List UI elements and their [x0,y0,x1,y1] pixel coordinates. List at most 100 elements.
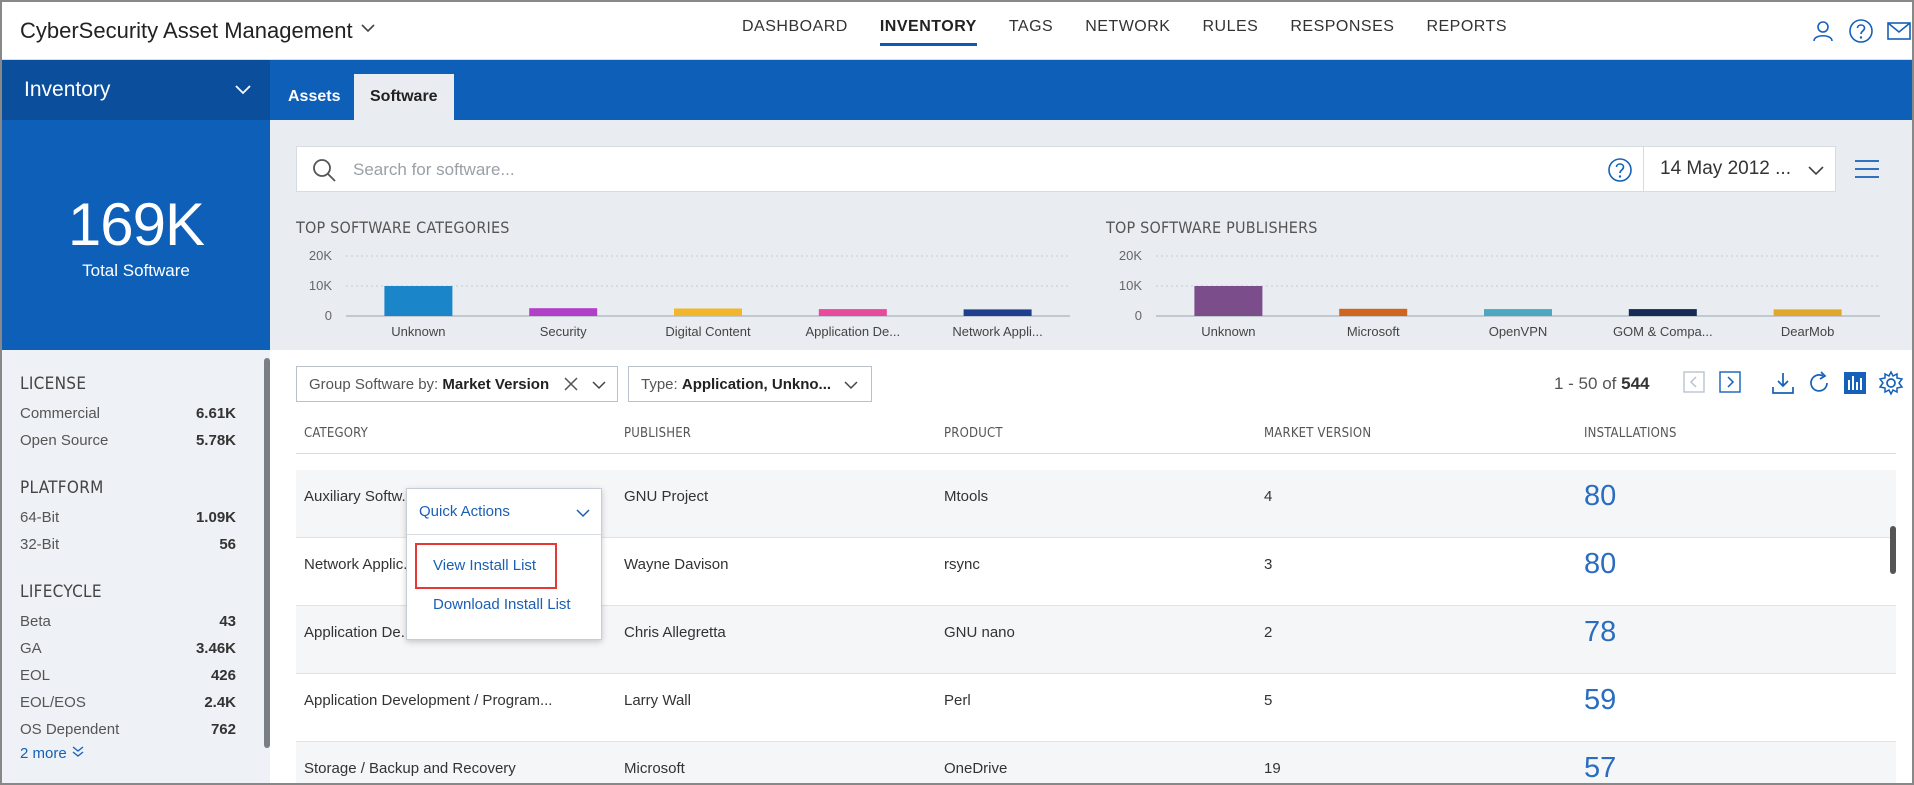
filter-label: 32-Bit [20,536,60,553]
cell-version: 4 [1264,488,1273,505]
nav-rules[interactable]: RULES [1202,18,1259,35]
cell-publisher: GNU Project [624,488,709,505]
filter-count: 5.78K [195,432,236,449]
nav-network[interactable]: NETWORK [1085,18,1171,35]
filter-row-commercial[interactable]: Commercial 6.61K [20,400,236,427]
page-range: 1 - 50 of [1554,374,1617,393]
nav-dashboard[interactable]: DASHBOARD [742,18,848,35]
cell-category: Application De... [304,624,414,641]
bar [1484,309,1552,316]
date-select[interactable]: 14 May 2012 ... [1643,147,1835,191]
type-filter-select[interactable]: Type: Application, Unkno... [628,366,872,402]
filter-label: EOL/EOS [20,694,86,711]
search-input[interactable]: Search for software... [353,160,515,179]
cell-installations[interactable]: 80 [1584,548,1617,580]
next-page-icon[interactable] [1718,370,1744,396]
close-icon[interactable] [563,376,579,392]
cell-product: rsync [944,556,980,573]
chevron-down-icon [592,381,606,390]
x-tick-label: Unknown [391,324,445,339]
cell-publisher: Wayne Davison [624,556,729,573]
top-icons [1810,18,1912,44]
filter-row-64bit[interactable]: 64-Bit 1.09K [20,504,236,531]
cell-version: 2 [1264,624,1273,641]
x-tick-label: Microsoft [1347,324,1400,339]
tab-software[interactable]: Software [354,74,454,120]
col-category[interactable]: CATEGORY [304,426,368,441]
cell-product: GNU nano [944,624,1015,641]
top-bar: CyberSecurity Asset Management DASHBOARD… [2,2,1912,60]
chart-view-icon[interactable] [1842,370,1868,396]
chevron-down-icon [844,381,858,390]
nav-reports[interactable]: REPORTS [1426,18,1507,35]
user-icon[interactable] [1810,18,1836,44]
col-market-version[interactable]: MARKET VERSION [1264,426,1372,441]
cell-installations[interactable]: 78 [1584,616,1617,648]
mail-icon[interactable] [1886,18,1912,44]
col-publisher[interactable]: PUBLISHER [624,426,692,441]
sub-header: Inventory Assets Software [2,60,1912,120]
y-tick-label: 10K [1119,278,1142,293]
filter-row-beta[interactable]: Beta 43 [20,608,236,635]
quick-actions-select[interactable]: Quick Actions [407,489,601,535]
cell-product: Perl [944,692,971,709]
cell-version: 3 [1264,556,1273,573]
type-value: Application, Unkno... [681,376,832,393]
cell-installations[interactable]: 59 [1584,684,1617,716]
type-prefix: Type: [641,376,678,393]
bar [1773,309,1842,316]
refresh-icon[interactable] [1806,370,1832,396]
table-row[interactable]: Application Development / Program... Lar… [296,674,1896,742]
col-installations[interactable]: INSTALLATIONS [1584,426,1677,441]
quick-actions-popup: Quick Actions View Install List Download… [406,488,602,640]
nav-tags[interactable]: TAGS [1008,18,1054,35]
y-tick-label: 0 [1135,308,1142,323]
module-select[interactable]: Inventory [2,60,270,120]
software-table: CATEGORY PUBLISHER PRODUCT MARKET VERSIO… [296,414,1896,783]
prev-page-icon[interactable] [1682,370,1708,396]
view-install-list-option[interactable]: View Install List [433,557,537,574]
group-by-select[interactable]: Group Software by: Market Version [296,366,618,402]
chart-title-categories: TOP SOFTWARE CATEGORIES [296,218,510,237]
table-row[interactable]: Network Applic... Wayne Davison rsync 3 … [296,538,1896,606]
cell-installations[interactable]: 80 [1584,480,1617,512]
cell-category: Network Applic... [304,556,416,573]
filter-scrollbar[interactable] [264,358,270,748]
download-icon[interactable] [1770,370,1796,396]
filter-count: 43 [219,613,236,630]
y-tick-label: 10K [309,278,332,293]
group-value: Market Version [442,376,550,393]
table-row[interactable]: Storage / Backup and Recovery Microsoft … [296,742,1896,784]
tab-assets[interactable]: Assets [288,88,341,105]
cell-category: Auxiliary Softw... [304,488,415,505]
chevron-down-icon[interactable] [360,20,376,36]
table-scrollbar[interactable] [1890,526,1896,574]
gear-icon[interactable] [1878,370,1904,396]
nav-responses[interactable]: RESPONSES [1290,18,1395,35]
cell-product: OneDrive [944,760,1008,777]
download-install-list-option[interactable]: Download Install List [433,596,571,613]
double-chevron-down-icon [72,746,84,757]
bar [384,286,453,316]
filter-row-32bit[interactable]: 32-Bit 56 [20,531,236,558]
cell-category: Application Development / Program... [304,692,553,709]
col-product[interactable]: PRODUCT [944,426,1003,441]
filter-row-eol-eos[interactable]: EOL/EOS 2.4K [20,689,236,716]
filter-row-os-dependent[interactable]: OS Dependent 762 [20,716,236,743]
nav-inventory[interactable]: INVENTORY [879,2,977,60]
chevron-down-icon [576,509,590,518]
filter-row-ga[interactable]: GA 3.46K [20,635,236,662]
chart-top-publishers: 0 10K 20K Unknown Microsoft OpenVPN GOM & Comp… [1119,248,1880,339]
cell-installations[interactable]: 57 [1584,752,1617,784]
x-tick-label: Application De... [805,324,900,339]
filter-count: 56 [219,536,236,553]
filter-row-eol[interactable]: EOL 426 [20,662,236,689]
filter-row-open-source[interactable]: Open Source 5.78K [20,427,236,454]
more-filters-link[interactable]: 2 more [20,745,270,762]
help-icon[interactable] [1848,18,1874,44]
filter-panel: LICENSE Commercial 6.61K Open Source 5.78K… [2,350,270,783]
help-icon[interactable] [1607,157,1633,183]
hamburger-menu-icon[interactable] [1854,158,1880,180]
x-tick-label: OpenVPN [1489,324,1548,339]
